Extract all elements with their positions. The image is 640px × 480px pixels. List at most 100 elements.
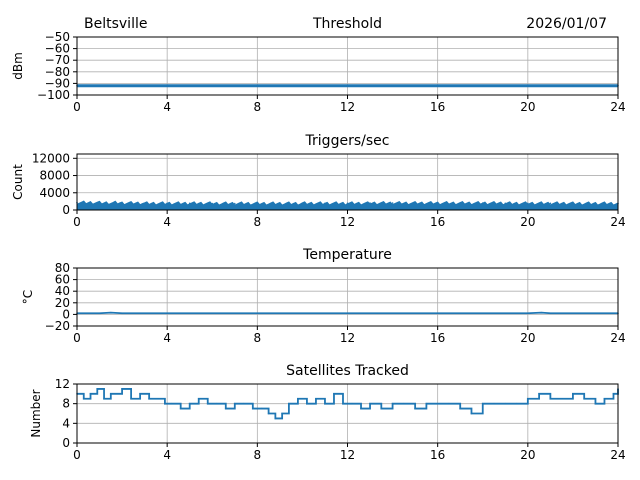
y-tick-label: 4 [62, 416, 70, 430]
data-point [504, 402, 507, 405]
data-point [481, 202, 484, 204]
data-point [179, 407, 182, 410]
data-point [224, 407, 227, 410]
data-point [211, 84, 214, 87]
x-tick-label: 0 [73, 448, 81, 462]
panel-2: 0 4 8 12 16 20 24 0 4000 8000 12000 Triggers/sec Cou… [11, 133, 626, 229]
data-point [215, 402, 218, 405]
y-tick-label: 8 [62, 397, 70, 411]
panel-1: 0 4 8 12 16 20 24 −100−90−80−70−60−50 Threshold d… [11, 16, 626, 114]
data-point [391, 84, 394, 87]
data-point [360, 407, 362, 410]
y-tick-label: 4000 [39, 186, 70, 200]
x-tick-label: 4 [163, 215, 171, 229]
data-point [346, 202, 349, 205]
y-tick-label: −50 [45, 30, 70, 44]
data-point [98, 202, 101, 204]
y-tick-label: 12000 [32, 151, 70, 165]
y-tick-label: 20 [55, 296, 70, 310]
x-tick-label: 12 [340, 100, 355, 114]
data-point [324, 202, 326, 205]
date-label: 2026/01/07 [526, 16, 607, 32]
x-tick-label: 20 [520, 100, 535, 114]
y-tick-label: 12 [55, 377, 70, 391]
data-point [166, 312, 168, 315]
y-tick-label: −70 [45, 53, 70, 67]
data-point [233, 202, 236, 205]
data-point [572, 202, 574, 205]
data-point [188, 402, 191, 405]
data-point [315, 397, 317, 400]
data-point [143, 202, 146, 205]
data-point [504, 202, 507, 205]
chart-panels: 0 4 8 12 16 20 24 −100−90−80−70−60−50 Threshold d… [11, 16, 626, 462]
data-point [560, 397, 563, 400]
x-tick-label: 16 [430, 100, 445, 114]
data-point [324, 402, 326, 405]
x-tick-label: 4 [163, 100, 171, 114]
data-point [256, 312, 259, 315]
panel-title: Satellites Tracked [286, 363, 409, 379]
x-tick-label: 20 [520, 448, 535, 462]
data-point [436, 312, 439, 315]
panel-title: Temperature [302, 247, 392, 263]
y-tick-label: −90 [45, 76, 70, 90]
data-point [110, 393, 112, 395]
data-point [110, 311, 112, 314]
data-point [376, 312, 378, 315]
data-point [164, 402, 166, 405]
data-point [252, 407, 254, 410]
data-point [346, 84, 349, 87]
data-point [380, 407, 383, 410]
x-tick-label: 0 [73, 100, 81, 114]
data-point [436, 402, 439, 405]
data-point [470, 412, 473, 415]
data-point [243, 402, 245, 405]
x-tick-label: 8 [254, 100, 262, 114]
y-tick-label: 0 [62, 203, 70, 217]
data-point [121, 388, 123, 390]
data-point [267, 412, 270, 415]
data-point [540, 311, 543, 314]
data-point [549, 397, 552, 400]
data-point [89, 393, 92, 395]
data-point [139, 393, 141, 395]
data-point [572, 393, 574, 395]
panel-title: Threshold [312, 16, 382, 32]
data-point [369, 202, 371, 204]
y-tick-label: 0 [62, 307, 70, 321]
x-tick-label: 0 [73, 331, 81, 345]
data-point [281, 412, 283, 415]
y-axis-label: °C [21, 290, 35, 304]
y-tick-label: −80 [45, 65, 70, 79]
data-point [414, 202, 416, 204]
data-point [436, 84, 439, 87]
data-point [256, 84, 259, 87]
data-point [301, 84, 304, 87]
data-point [98, 312, 101, 315]
x-tick-label: 12 [340, 448, 355, 462]
data-point [549, 312, 552, 315]
data-point [448, 402, 450, 405]
data-point [333, 393, 335, 395]
data-point [121, 312, 123, 315]
data-point [82, 397, 85, 400]
x-tick-label: 4 [163, 448, 171, 462]
data-point [572, 84, 574, 87]
data-point [459, 202, 462, 204]
data-point [166, 84, 168, 87]
x-tick-label: 8 [254, 448, 262, 462]
data-point [351, 402, 353, 405]
y-tick-label: 60 [55, 273, 70, 287]
data-point [538, 393, 540, 395]
data-point [369, 402, 371, 405]
series-line-1 [77, 388, 619, 420]
y-tick-label: 8000 [39, 169, 70, 183]
x-tick-label: 20 [520, 331, 535, 345]
data-point [414, 407, 416, 410]
data-point [425, 402, 428, 405]
data-point [157, 397, 159, 400]
data-point [279, 202, 281, 205]
